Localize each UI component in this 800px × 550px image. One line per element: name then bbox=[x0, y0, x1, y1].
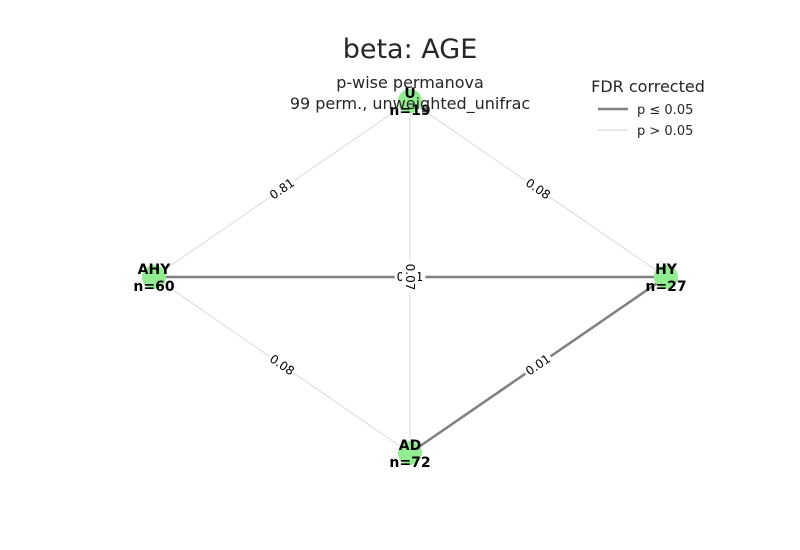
node-hy bbox=[654, 265, 678, 289]
node-ad bbox=[398, 441, 422, 465]
legend-nonsignificant-label: p > 0.05 bbox=[637, 124, 693, 139]
node-name-label: U bbox=[404, 86, 415, 102]
node-u bbox=[398, 89, 422, 113]
edge-label-group: 0.08 bbox=[264, 349, 300, 381]
edge-label-group: 0.01 bbox=[520, 349, 556, 381]
legend-significant-label: p ≤ 0.05 bbox=[637, 103, 693, 118]
node-name-label: AD bbox=[399, 438, 421, 454]
node-name-label: HY bbox=[655, 262, 678, 278]
edge-label-group: 0.07 bbox=[402, 261, 418, 293]
node-count-label: n=19 bbox=[389, 103, 430, 119]
edge-label-background bbox=[520, 173, 556, 205]
figure-subtitle-line2: 99 perm., unweighted_unifrac bbox=[290, 94, 530, 114]
legend-title: FDR corrected bbox=[591, 77, 705, 96]
edge-label-group: 0.81 bbox=[264, 173, 300, 205]
edge-labels-layer: 0.010.010.810.080.070.08 bbox=[264, 173, 556, 381]
edge-label-background bbox=[264, 173, 300, 205]
edge-label-background bbox=[402, 261, 418, 293]
nodes-layer bbox=[142, 89, 678, 465]
edge-label-group: 0.08 bbox=[520, 173, 556, 205]
node-name-label: AHY bbox=[138, 262, 172, 278]
edge-label-background bbox=[264, 349, 300, 381]
node-ahy bbox=[142, 265, 166, 289]
node-count-label: n=27 bbox=[645, 279, 686, 295]
figure-subtitle-line1: p-wise permanova bbox=[336, 73, 484, 92]
legend: FDR corrected p ≤ 0.05 p > 0.05 bbox=[591, 77, 705, 139]
edge-label-background bbox=[520, 349, 556, 381]
figure-title: beta: AGE bbox=[343, 34, 478, 65]
node-count-label: n=72 bbox=[389, 455, 430, 471]
node-count-label: n=60 bbox=[133, 279, 174, 295]
edge-p-value-label: 0.07 bbox=[403, 264, 417, 291]
